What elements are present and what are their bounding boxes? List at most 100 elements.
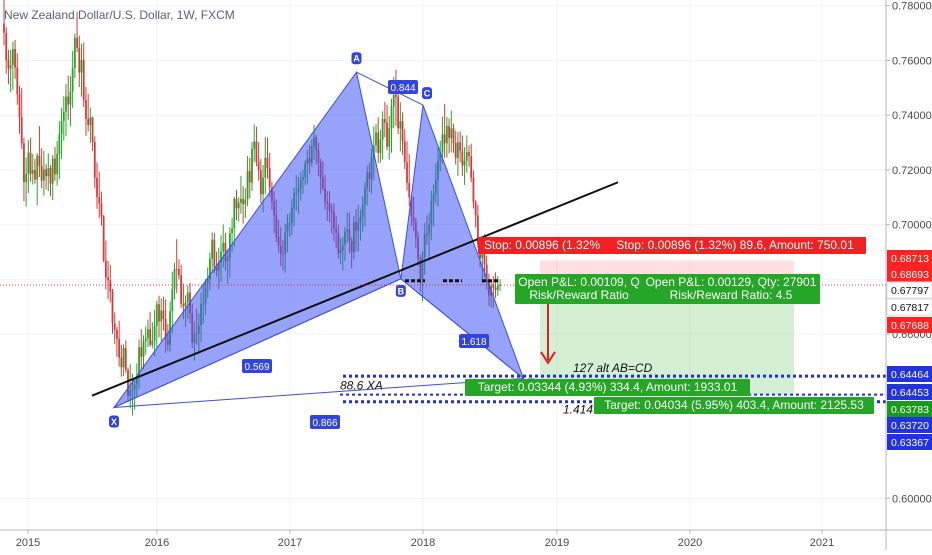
candle-body [62, 111, 65, 121]
candle-body [476, 215, 479, 244]
candle-body [242, 198, 245, 205]
candle-body [144, 338, 147, 342]
y-tick-label: 0.60000 [892, 493, 932, 505]
candle-body [445, 126, 448, 144]
xb-line [113, 278, 402, 408]
price-tag [886, 281, 932, 299]
pnl-label-text: Risk/Reward Ratio: 4.5 [670, 288, 793, 302]
candle-body [107, 277, 109, 281]
candle-body [73, 37, 76, 68]
point-badge [351, 52, 362, 65]
candle-body [408, 182, 411, 198]
candle-body [450, 128, 453, 138]
candle-body [36, 155, 39, 180]
candle-body [237, 202, 240, 209]
price-tag-label: 0.67688 [891, 320, 929, 332]
stop-label-text: Stop: 0.00896 (1.32% [484, 238, 600, 252]
stop-label-text: Stop: 0.00896 (1.32%) 89.6, Amount: 750.… [616, 238, 854, 252]
ratio-badge [242, 359, 272, 373]
candle-body [116, 330, 118, 339]
candle-body [492, 285, 495, 288]
ratio-label: 0.569 [244, 362, 269, 373]
candle-body [67, 96, 70, 105]
candle-body [151, 340, 154, 345]
candle-body [483, 248, 486, 265]
bd-line [400, 278, 524, 379]
candle-body [224, 242, 227, 262]
candle-body [257, 161, 260, 171]
candle-body [496, 285, 499, 290]
candle-body [98, 197, 101, 204]
candle-body [255, 141, 258, 162]
price-tag [887, 384, 932, 400]
candle-body [175, 268, 178, 270]
x-tick-label: 2019 [545, 537, 569, 549]
pnl-label-box [515, 274, 643, 304]
candle-body [494, 287, 497, 290]
candle-body [25, 173, 28, 183]
candle-body [23, 143, 25, 183]
candle-body [470, 155, 473, 178]
candle-body [93, 142, 96, 178]
point-label: C [424, 89, 431, 99]
candle-body [386, 122, 388, 147]
price-tag-label: 0.63367 [891, 437, 929, 449]
pnl-label-box [642, 274, 820, 304]
price-tag-label: 0.63783 [891, 404, 929, 416]
candle-body [375, 132, 377, 146]
candle-body [14, 48, 16, 68]
point-label: B [398, 286, 405, 296]
candle-body [91, 117, 94, 143]
candle-body [262, 177, 264, 195]
candle-body [71, 67, 74, 92]
price-tag [887, 250, 932, 266]
candle-body [87, 118, 90, 126]
target-label-text: Target: 0.04034 (5.95%) 403.4, Amount: 2… [604, 398, 864, 412]
candle-body [69, 91, 72, 105]
candle-body [76, 37, 78, 48]
x-tick-label: 2021 [810, 537, 834, 549]
candle-body [485, 264, 488, 282]
price-tag [887, 401, 932, 417]
candle-body [45, 169, 47, 177]
candle-body [228, 233, 231, 259]
candle-body [383, 119, 386, 123]
candle-body [222, 242, 225, 252]
candle-body [465, 152, 468, 161]
price-tag-label: 0.67797 [891, 285, 929, 297]
price-tag-label: 0.64464 [891, 369, 929, 381]
candle-body [54, 158, 56, 175]
candle-body [472, 177, 475, 203]
target-label-box [594, 397, 874, 414]
candle-body [155, 304, 158, 326]
candle-body [463, 160, 466, 166]
candle-body [56, 153, 59, 175]
x-tick-label: 2015 [16, 537, 40, 549]
candle-body [169, 311, 171, 345]
target-label-box [465, 379, 750, 396]
candle-body [441, 134, 444, 153]
pnl-label-text: Open P&L: 0.00109, Q [518, 275, 639, 289]
candle-body [390, 106, 393, 129]
pnl-label-text: Open P&L: 0.00129, Qty: 27901 [646, 275, 817, 289]
candle-body [34, 169, 36, 180]
candle-body [461, 150, 464, 166]
candle-body [38, 155, 41, 166]
candle-body [211, 239, 214, 259]
candle-body [162, 310, 165, 319]
candle-body [102, 216, 105, 261]
point-badge [422, 87, 432, 100]
y-tick-label: 0.74000 [892, 110, 932, 122]
y-tick-label: 0.70000 [892, 220, 932, 232]
candle-body [259, 170, 262, 195]
candle-body [42, 169, 45, 181]
candle-body [29, 152, 32, 174]
candle-body [89, 117, 92, 126]
candle-body [49, 168, 52, 184]
candle-body [9, 65, 12, 69]
candle-body [85, 99, 87, 119]
price-tag [887, 434, 932, 450]
candle-body [16, 67, 19, 95]
